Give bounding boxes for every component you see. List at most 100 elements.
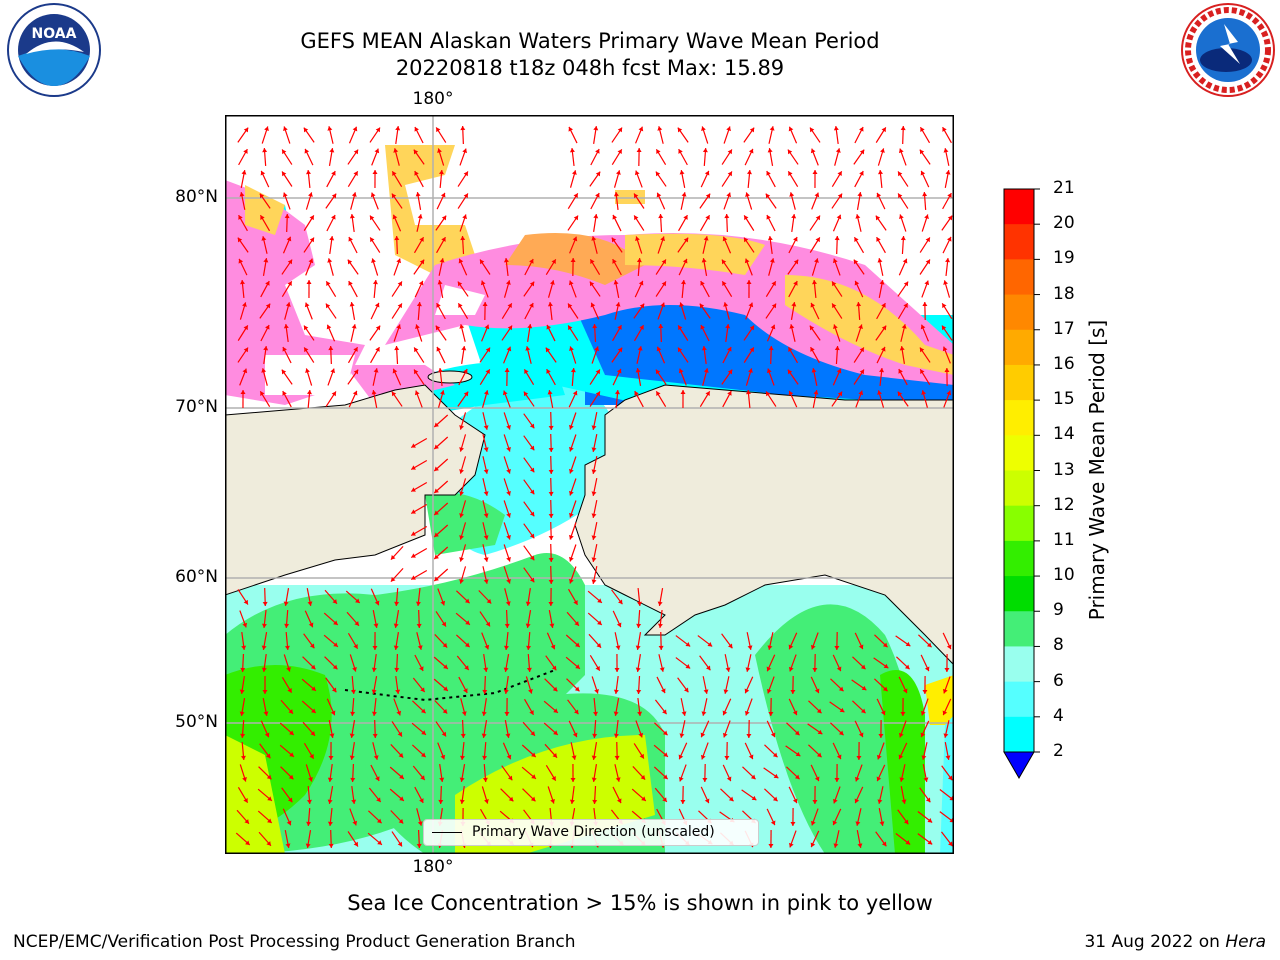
wave-arrow-head [374,148,380,154]
wave-arrow-head [308,622,314,628]
wave-arrow-head [459,535,465,540]
wave-arrow-head [349,214,355,219]
wave-arrow-head [394,236,400,241]
wave-arrow-head [926,642,932,648]
wave-arrow-head [483,513,489,518]
wave-arrow-head [617,127,623,133]
credit-host: Hera [1225,932,1266,952]
wave-arrow-head [814,192,820,198]
wave-arrow-head [306,280,312,285]
wave-arrow-head [548,579,554,584]
wave-arrow-head [858,324,863,330]
wave-arrow-head [725,667,731,672]
wave-arrow-head [945,755,951,760]
wave-arrow-head [304,347,309,353]
wave-arrow-head [437,280,443,285]
wave-arrow-head [260,391,265,397]
chart-title: GEFS MEAN Alaskan Waters Primary Wave Me… [300,29,880,53]
wave-arrow-head [571,170,577,175]
wave-arrow-head [920,710,926,716]
wave-arrow-head [393,623,399,628]
wave-arrow-head [748,302,754,308]
wave-arrow-head [945,258,951,263]
wave-arrow-head [529,710,534,715]
wave-arrow-head [434,510,439,515]
wave-arrow-head [326,324,332,330]
wave-arrow-head [942,688,948,694]
wave-arrow-head [591,469,597,474]
wave-arrow-head [767,148,773,153]
wave-arrow-head [942,303,947,309]
wave-arrow-head [572,236,578,242]
wave-arrow-head [553,730,558,735]
wave-arrow-head [859,149,865,155]
wave-arrow-head [411,487,416,492]
wave-arrow-head [397,841,403,847]
colorbar-band [1004,435,1034,471]
wave-arrow-head [549,280,555,285]
wave-arrow-head [924,666,930,672]
wave-arrow-head [860,664,866,670]
wave-arrow-head [947,775,953,781]
wave-arrow-head [371,390,377,395]
wave-arrow-head [812,170,818,175]
wave-arrow-head [239,192,245,197]
credit-right: 31 Aug 2022 on Hera [1084,932,1266,952]
wave-arrow-head [595,149,600,154]
wave-arrow-head [434,444,439,449]
wave-arrow-head [744,215,749,221]
wave-arrow-head [655,369,661,375]
wave-arrow-head [503,258,509,263]
wave-arrow-head [791,302,797,307]
wave-arrow-head [353,149,359,155]
wave-arrow-head [393,148,399,153]
wave-arrow-head [572,732,578,738]
wave-arrow-head [944,667,950,672]
wave-arrow-head [459,491,465,496]
noaa-logo-icon: NOAA [4,2,104,98]
wave-arrow-head [704,170,710,176]
wave-arrow-head [658,645,664,650]
wave-arrow-head [417,214,423,219]
colorbar-tick-label: 20 [1053,213,1075,234]
wave-arrow-head [859,347,864,353]
wave-arrow-head [414,126,419,132]
colorbar-band [1004,259,1034,296]
colorbar-band [1004,716,1034,753]
wave-arrow-head [439,777,445,782]
colorbar-tick-label: 12 [1053,494,1075,515]
wave-arrow-head [612,214,618,220]
wave-arrow-head [747,645,753,650]
wave-arrow-head [569,424,574,430]
wave-arrow-head [810,148,816,154]
wave-arrow-head [265,324,270,330]
wave-arrow-head [593,711,598,716]
wave-arrow-head [899,777,905,782]
wave-arrow-head [880,148,885,153]
wave-arrow-head [352,390,358,396]
wave-arrow-head [700,754,706,760]
wave-arrow-head [459,755,465,760]
wave-arrow-head [613,280,619,285]
wave-arrow-head [462,214,467,220]
wave-arrow-head [922,192,928,197]
wave-arrow-head [791,214,797,219]
wave-arrow-head [397,303,402,309]
sea-ice-beaufort-orange [505,233,645,285]
wave-arrow-head [636,689,642,694]
wave-arrow-head [834,346,840,351]
wave-arrow-head [308,777,313,782]
wave-arrow-head [459,777,465,782]
wave-arrow-head [746,733,752,738]
wave-arrow-head [593,126,599,131]
wave-arrow-head [746,170,752,175]
wave-arrow-head [859,171,864,176]
wave-arrow-head [441,621,446,627]
wave-arrow-head [856,302,862,307]
wave-arrow-head [548,491,554,496]
wave-arrow-head [617,149,622,155]
wave-arrow-head [414,171,419,176]
wave-arrow-head [350,711,356,716]
wave-arrow-head [508,796,514,802]
wave-arrow-head [595,171,601,177]
